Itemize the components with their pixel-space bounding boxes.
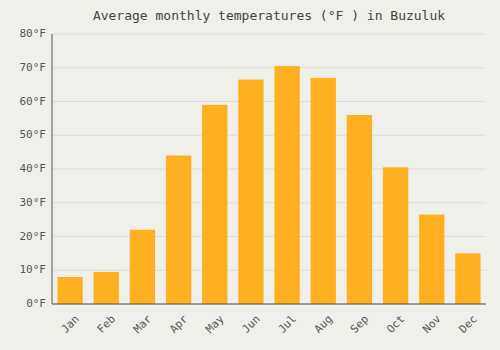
x-tick-label: Mar (131, 312, 155, 336)
x-tick-label: Jul (276, 313, 299, 336)
grid (52, 34, 486, 304)
x-tick-label: Jun (239, 313, 262, 336)
y-tick-label: 30°F (20, 196, 47, 209)
x-tick-label: Nov (420, 312, 444, 336)
grid-line (52, 169, 486, 170)
bar (57, 277, 82, 304)
bar (347, 115, 372, 304)
bar (202, 105, 227, 304)
grid-line (52, 202, 486, 203)
x-tick-label: Feb (95, 313, 118, 336)
bar (383, 167, 408, 304)
y-tick-label: 80°F (20, 27, 47, 40)
x-tick-label: Sep (348, 313, 371, 336)
bar (274, 66, 299, 304)
y-tick-label: 40°F (20, 162, 47, 175)
bar (166, 156, 191, 305)
background (0, 0, 500, 350)
grid-line (52, 101, 486, 102)
bar (455, 253, 480, 304)
x-tick-label: May (203, 312, 227, 336)
grid-line (52, 34, 486, 35)
x-axis: Jan Feb Mar Apr May Jun Jul Aug Sep Oct Nov Dec (59, 312, 480, 336)
y-tick-label: 70°F (20, 61, 47, 74)
title: Average monthly temperatures (°F ) in Bu… (93, 8, 445, 23)
x-tick-label: Apr (167, 312, 191, 336)
grid-line (52, 67, 486, 68)
y-tick-label: 10°F (20, 263, 47, 276)
y-tick-label: 60°F (20, 95, 47, 108)
grid-line (52, 135, 486, 136)
bar (130, 230, 155, 304)
grid-line (52, 304, 486, 305)
chart: Average monthly temperatures (°F ) in Bu… (0, 0, 500, 350)
bar (311, 78, 336, 304)
bar (94, 272, 119, 304)
y-tick-label: 0°F (26, 297, 46, 310)
x-tick-label: Oct (384, 313, 407, 336)
bar (419, 215, 444, 304)
y-axis-line (52, 34, 53, 304)
bar (238, 80, 263, 304)
y-axis: 0°F 10°F 20°F 30°F 40°F 50°F 60°F 70°F 80°F (20, 27, 47, 310)
chart-container: Average monthly temperatures (°F ) in Bu… (0, 0, 500, 350)
x-tick-label: Jan (59, 313, 82, 336)
bars (57, 66, 480, 304)
x-tick-label: Aug (312, 313, 335, 336)
y-tick-label: 20°F (20, 230, 47, 243)
y-tick-label: 50°F (20, 128, 47, 141)
x-tick-label: Dec (456, 313, 479, 336)
x-axis-line (52, 304, 486, 305)
